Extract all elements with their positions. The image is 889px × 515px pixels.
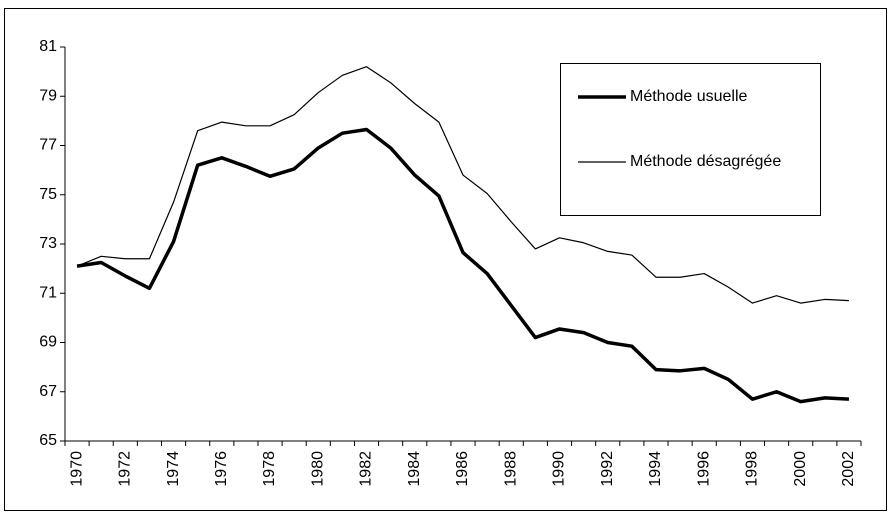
legend-label: Méthode usuelle	[630, 88, 748, 105]
y-tick-label: 69	[39, 334, 57, 351]
y-tick-label: 75	[39, 186, 57, 203]
y-tick-label: 79	[39, 87, 57, 104]
x-tick-label: 2002	[840, 451, 857, 487]
x-tick-label: 1992	[599, 451, 616, 487]
x-tick-label: 1974	[165, 451, 182, 487]
x-tick-label: 1976	[213, 451, 230, 487]
x-tick-label: 1990	[551, 451, 568, 487]
series-line	[76, 66, 849, 304]
series-line	[76, 127, 850, 404]
x-tick-label: 1996	[695, 451, 712, 487]
x-tick-label: 1970	[68, 451, 85, 487]
y-tick-label: 81	[39, 38, 57, 55]
x-tick-label: 1988	[502, 451, 519, 487]
x-tick-label: 1998	[744, 451, 761, 487]
x-tick-label: 1984	[406, 451, 423, 487]
chart-frame	[4, 8, 887, 511]
y-tick-label: 73	[39, 235, 57, 252]
y-tick-label: 71	[39, 284, 57, 301]
x-tick-label: 1986	[454, 451, 471, 487]
y-tick-label: 65	[39, 432, 57, 449]
x-tick-label: 1982	[358, 451, 375, 487]
x-tick-label: 1980	[309, 451, 326, 487]
x-tick-label: 2000	[792, 451, 809, 487]
y-tick-label: 67	[39, 383, 57, 400]
x-tick-label: 1972	[117, 451, 134, 487]
x-tick-label: 1978	[261, 451, 278, 487]
legend-label: Méthode désagrégée	[630, 153, 781, 170]
x-tick-label: 1994	[647, 451, 664, 487]
legend-box	[560, 63, 821, 216]
y-tick-label: 77	[39, 137, 57, 154]
